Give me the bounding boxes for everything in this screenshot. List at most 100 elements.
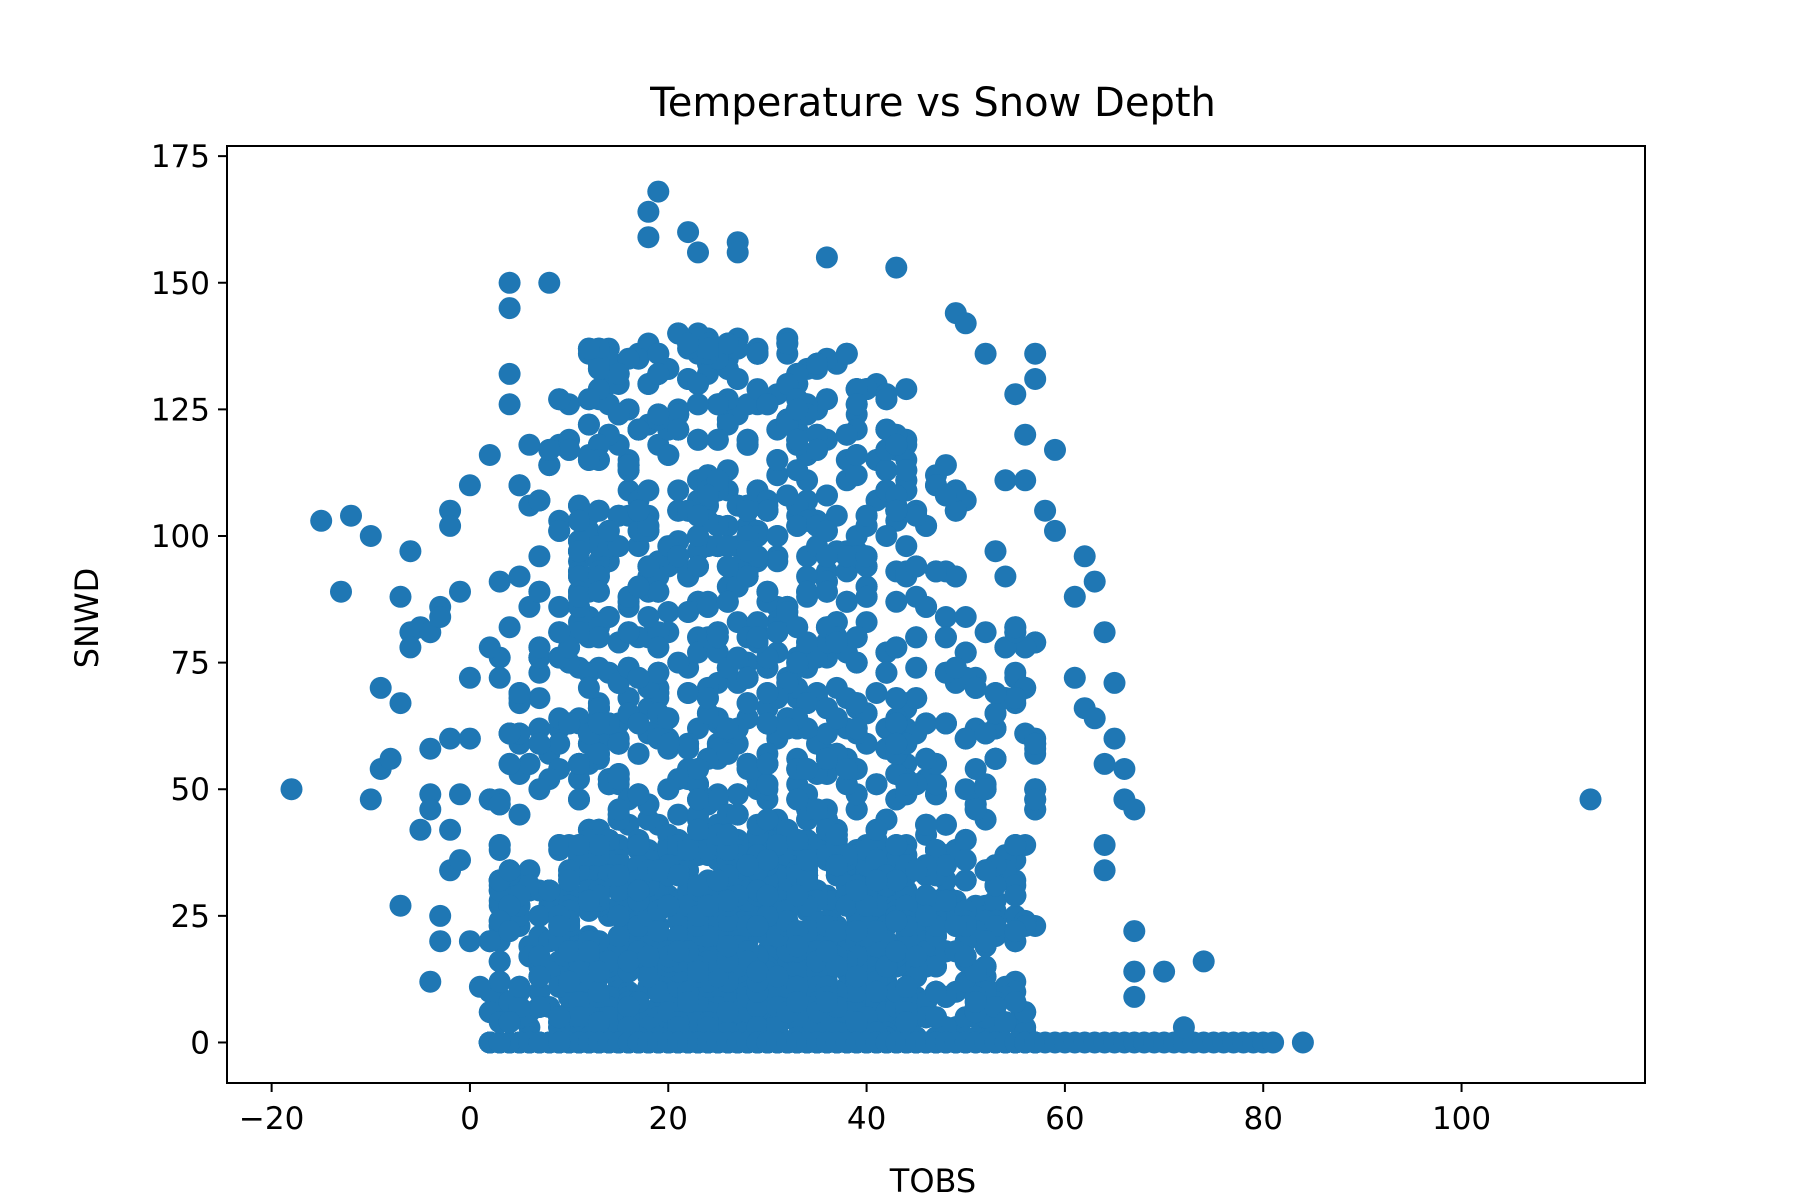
scatter-point xyxy=(865,920,888,943)
scatter-point xyxy=(498,616,521,639)
scatter-point xyxy=(488,970,511,993)
scatter-point xyxy=(756,884,779,907)
scatter-point xyxy=(568,565,590,588)
scatter-point xyxy=(687,874,709,897)
scatter-point xyxy=(488,793,511,816)
scatter-point xyxy=(736,540,759,563)
scatter-point xyxy=(815,519,838,542)
scatter-point xyxy=(687,758,709,780)
scatter-point xyxy=(488,1031,511,1054)
scatter-point xyxy=(736,499,759,522)
scatter-point xyxy=(419,798,442,821)
scatter-point xyxy=(875,661,898,684)
scatter-point xyxy=(667,418,690,441)
scatter-point xyxy=(1083,570,1106,593)
scatter-point xyxy=(607,904,630,927)
scatter-point xyxy=(845,692,868,715)
scatter-point xyxy=(974,859,997,882)
scatter-point xyxy=(925,980,947,1003)
x-tick-label: 20 xyxy=(649,1101,688,1137)
scatter-point xyxy=(905,656,928,679)
scatter-point xyxy=(637,226,660,249)
scatter-point xyxy=(756,808,779,831)
scatter-point xyxy=(934,889,957,912)
scatter-point xyxy=(518,752,541,775)
scatter-point xyxy=(815,940,838,963)
scatter-point xyxy=(508,803,531,826)
scatter-point xyxy=(647,920,670,943)
scatter-point xyxy=(577,940,600,963)
scatter-point xyxy=(478,444,501,466)
scatter-point xyxy=(1113,758,1136,780)
scatter-point xyxy=(528,580,551,603)
scatter-point xyxy=(667,403,690,426)
scatter-point xyxy=(1093,859,1116,882)
points-layer xyxy=(280,180,1602,1054)
scatter-point xyxy=(558,940,581,963)
scatter-point xyxy=(796,758,819,780)
scatter-point xyxy=(746,996,769,1018)
y-tick-label: 0 xyxy=(190,1025,210,1061)
scatter-point xyxy=(647,362,670,385)
scatter-point xyxy=(815,580,838,603)
scatter-point xyxy=(1034,499,1057,522)
scatter-point xyxy=(1153,960,1176,983)
scatter-point xyxy=(845,920,868,943)
scatter-point xyxy=(905,687,928,710)
scatter-point xyxy=(647,580,670,603)
scatter-point xyxy=(548,595,571,618)
scatter-point xyxy=(934,813,957,836)
scatter-point xyxy=(964,798,987,821)
y-tick-label: 125 xyxy=(151,392,210,428)
scatter-point xyxy=(419,737,442,760)
scatter-point xyxy=(677,737,700,760)
scatter-point xyxy=(587,499,610,522)
scatter-point xyxy=(528,687,551,710)
scatter-point xyxy=(677,839,700,861)
scatter-point xyxy=(865,980,888,1003)
scatter-point xyxy=(687,773,709,796)
scatter-point xyxy=(687,241,709,264)
scatter-point xyxy=(1192,950,1215,973)
scatter-point xyxy=(716,950,739,973)
scatter-point xyxy=(687,555,709,578)
scatter-point xyxy=(607,864,630,887)
scatter-point xyxy=(875,459,898,482)
scatter-point xyxy=(548,834,571,856)
scatter-point xyxy=(1004,687,1027,710)
scatter-point xyxy=(1123,985,1146,1008)
scatter-point xyxy=(667,864,690,887)
scatter-point xyxy=(984,747,1007,770)
scatter-point xyxy=(627,742,650,765)
scatter-point xyxy=(726,241,749,264)
scatter-point xyxy=(1004,616,1027,639)
scatter-point xyxy=(528,545,551,568)
scatter-point xyxy=(835,590,858,613)
scatter-point xyxy=(786,935,809,958)
scatter-point xyxy=(786,920,809,943)
scatter-point xyxy=(905,626,928,649)
scatter-point xyxy=(845,798,868,821)
scatter-point xyxy=(498,1011,521,1034)
scatter-point xyxy=(538,454,561,477)
scatter-point xyxy=(706,869,729,892)
scatter-point xyxy=(478,636,501,659)
scatter-point xyxy=(885,484,908,507)
x-axis-label: TOBS xyxy=(889,1162,976,1200)
scatter-point xyxy=(815,484,838,507)
scatter-point xyxy=(508,682,531,704)
scatter-point xyxy=(1123,798,1146,821)
scatter-point xyxy=(568,509,590,532)
scatter-point xyxy=(548,732,571,755)
scatter-point xyxy=(736,525,759,547)
scatter-point xyxy=(885,940,908,963)
scatter-point xyxy=(488,570,511,593)
scatter-point xyxy=(954,849,977,872)
scatter-point xyxy=(538,271,561,294)
scatter-point xyxy=(1123,960,1146,983)
scatter-point xyxy=(845,378,868,401)
scatter-point xyxy=(677,991,700,1013)
scatter-point xyxy=(1024,788,1047,811)
scatter-point xyxy=(895,773,918,796)
